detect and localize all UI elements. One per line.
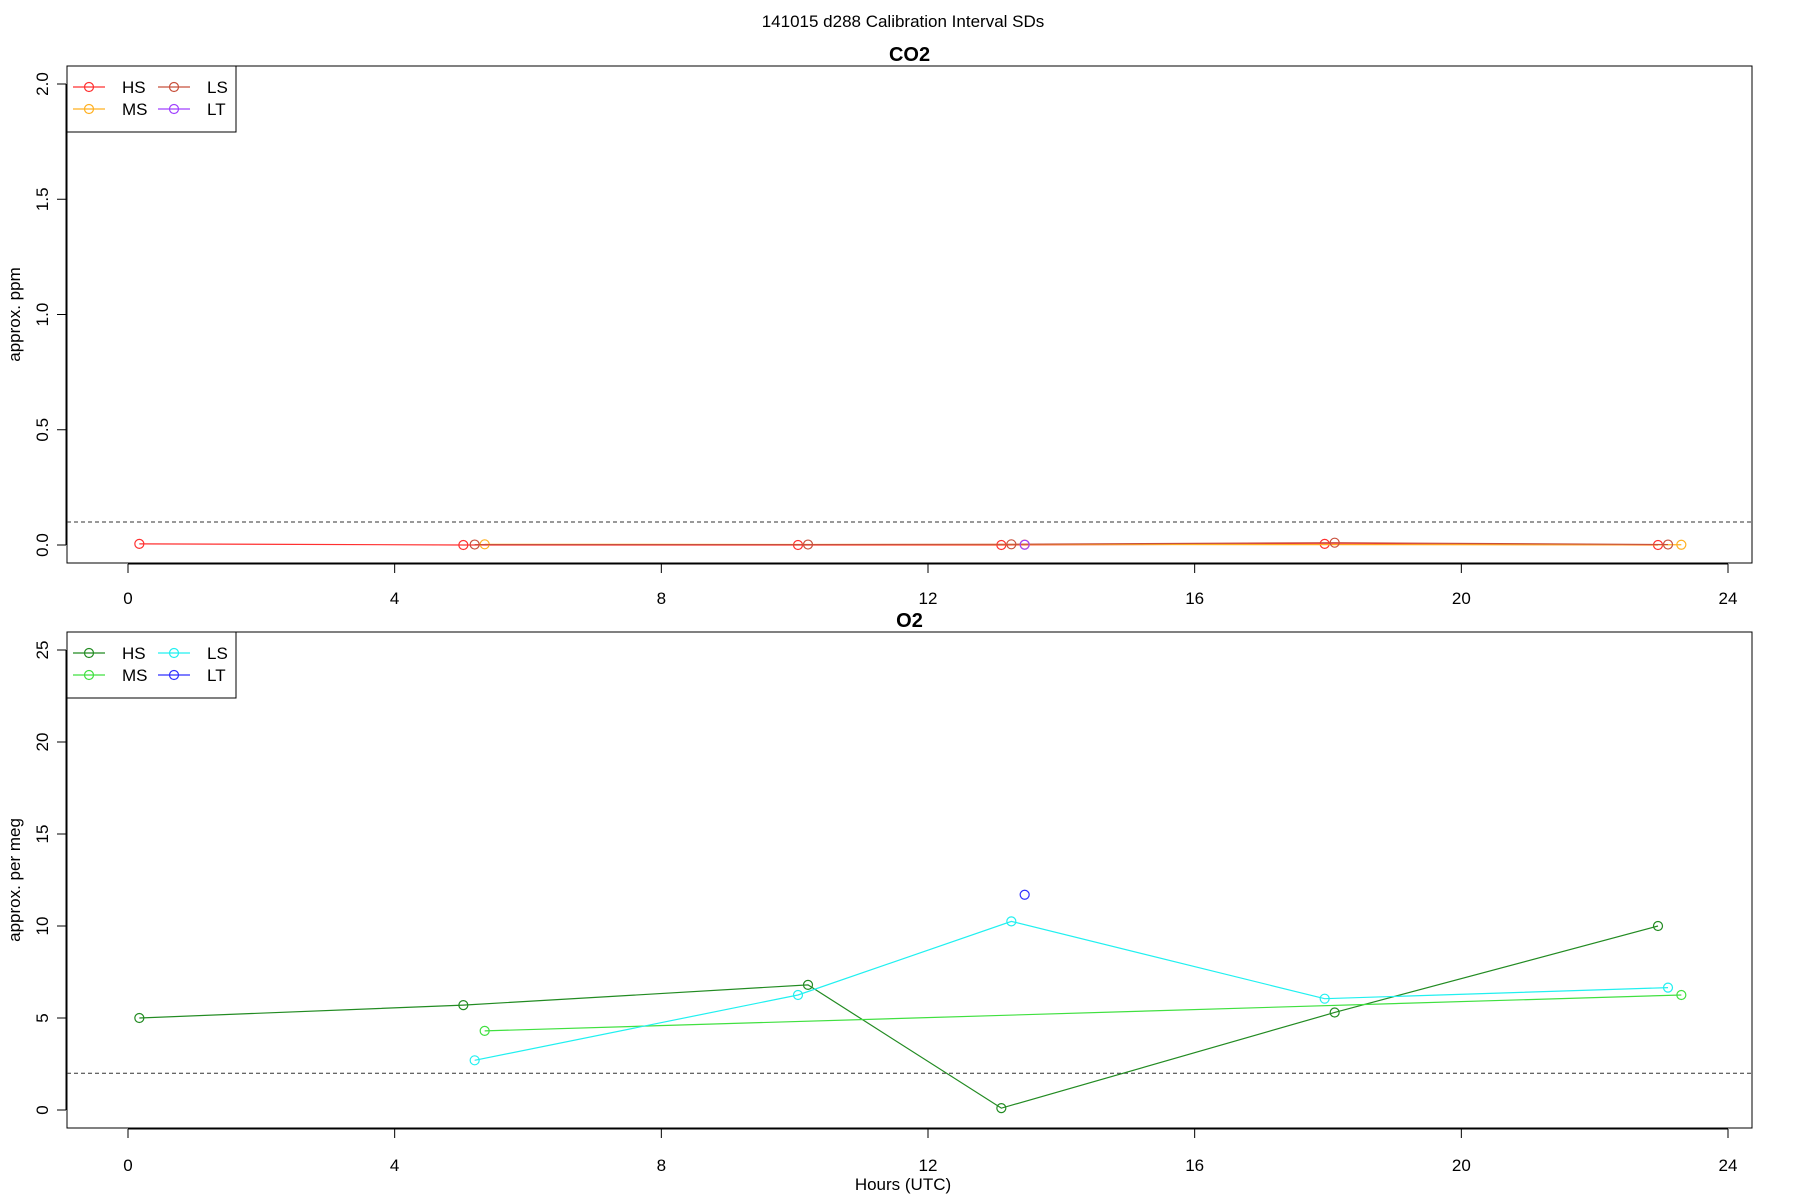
x-tick-label: 8	[657, 589, 666, 608]
data-point	[1006, 539, 1017, 550]
legend-box	[66, 631, 237, 699]
series-line	[474, 542, 1669, 546]
legend-label: LS	[207, 644, 228, 663]
series-ls	[469, 916, 1674, 1066]
series-line	[484, 994, 1682, 1032]
data-point	[469, 539, 480, 550]
y-tick-label: 1.5	[33, 187, 52, 211]
series-line	[474, 920, 1669, 1061]
o2-panel: O2 0 4 8 12 16 20 24 0 5 10 15 20 25 approx. per meg HS…	[5, 610, 1753, 1175]
data-point	[1676, 989, 1687, 1001]
data-point	[1652, 920, 1664, 932]
data-point	[1019, 539, 1030, 550]
x-tick-label: 4	[390, 589, 399, 608]
plot-frame	[66, 65, 1753, 564]
legend-swatch-marker	[168, 647, 180, 659]
y-axis-label: approx. ppm	[5, 267, 24, 362]
y-tick-label: 1.0	[33, 303, 52, 327]
x-tick-label: 16	[1185, 1156, 1204, 1175]
series-lt	[1019, 539, 1030, 550]
y-tick-label: 0.0	[33, 533, 52, 557]
co2-panel: CO2 0 4 8 12 16 20 24 0.0 0.5 1.0 1.5 2.0 approx. ppm…	[5, 44, 1753, 608]
y-tick-label: 5	[33, 1013, 52, 1022]
legend-swatch-marker	[168, 81, 180, 93]
x-tick-label: 0	[123, 589, 132, 608]
y-tick-label: 0.5	[33, 418, 52, 442]
data-point	[1319, 538, 1330, 549]
data-point	[1019, 889, 1030, 900]
legend-swatch-marker	[83, 647, 95, 659]
legend: HS MS LS LT	[66, 65, 237, 133]
data-point	[802, 979, 814, 990]
x-axis-label: Hours (UTC)	[855, 1175, 951, 1194]
data-point	[996, 1103, 1007, 1114]
legend-label: MS	[122, 100, 148, 119]
legend-box	[66, 65, 237, 133]
x-tick-label: 16	[1185, 589, 1204, 608]
data-point	[134, 1012, 145, 1024]
y-tick-label: 20	[33, 733, 52, 752]
data-point	[1329, 1007, 1340, 1018]
x-tick-label: 8	[657, 1156, 666, 1175]
x-tick-label: 4	[390, 1156, 399, 1175]
legend-label: HS	[122, 644, 146, 663]
data-point	[1662, 539, 1674, 550]
data-point	[469, 1055, 480, 1066]
legend-swatch-marker	[168, 103, 180, 115]
legend-label: MS	[122, 666, 148, 685]
panel-title: O2	[896, 610, 923, 632]
x-tick-label: 24	[1719, 1156, 1738, 1175]
x-tick-label: 20	[1452, 589, 1471, 608]
legend-label: LS	[207, 78, 228, 97]
y-tick-label: 2.0	[33, 72, 52, 96]
y-tick-label: 0	[33, 1105, 52, 1114]
legend-swatch-marker	[83, 669, 95, 681]
plot-frame	[66, 631, 1753, 1129]
data-point	[1006, 916, 1017, 927]
data-point	[1662, 982, 1674, 993]
series-hs	[134, 920, 1664, 1114]
series-ms	[479, 989, 1687, 1036]
series-lt	[1019, 889, 1030, 900]
x-tick-label: 0	[123, 1156, 132, 1175]
x-tick-label: 12	[919, 589, 938, 608]
legend-swatch-marker	[168, 669, 180, 681]
figure-title: 141015 d288 Calibration Interval SDs	[762, 12, 1045, 31]
data-point	[1676, 539, 1687, 550]
x-tick-label: 20	[1452, 1156, 1471, 1175]
data-point	[134, 538, 145, 549]
data-point	[792, 989, 804, 1001]
legend-label: LT	[207, 666, 226, 685]
data-point	[479, 1025, 490, 1036]
legend: HS MS LS LT	[66, 631, 237, 699]
data-point	[458, 539, 469, 551]
legend-swatch-marker	[83, 103, 95, 115]
legend-label: HS	[122, 78, 146, 97]
series-ls	[469, 537, 1674, 550]
series-line	[139, 925, 1659, 1109]
panel-title: CO2	[889, 44, 930, 66]
legend-label: LT	[207, 100, 226, 119]
data-point	[1329, 537, 1340, 548]
data-point	[1319, 993, 1330, 1004]
data-point	[802, 539, 814, 550]
x-tick-label: 12	[919, 1156, 938, 1175]
x-tick-label: 24	[1719, 589, 1738, 608]
y-tick-label: 15	[33, 825, 52, 844]
y-tick-label: 10	[33, 917, 52, 936]
y-axis-label: approx. per meg	[5, 818, 24, 942]
data-point	[458, 1000, 469, 1011]
legend-swatch-marker	[83, 81, 95, 93]
y-tick-label: 25	[33, 641, 52, 660]
